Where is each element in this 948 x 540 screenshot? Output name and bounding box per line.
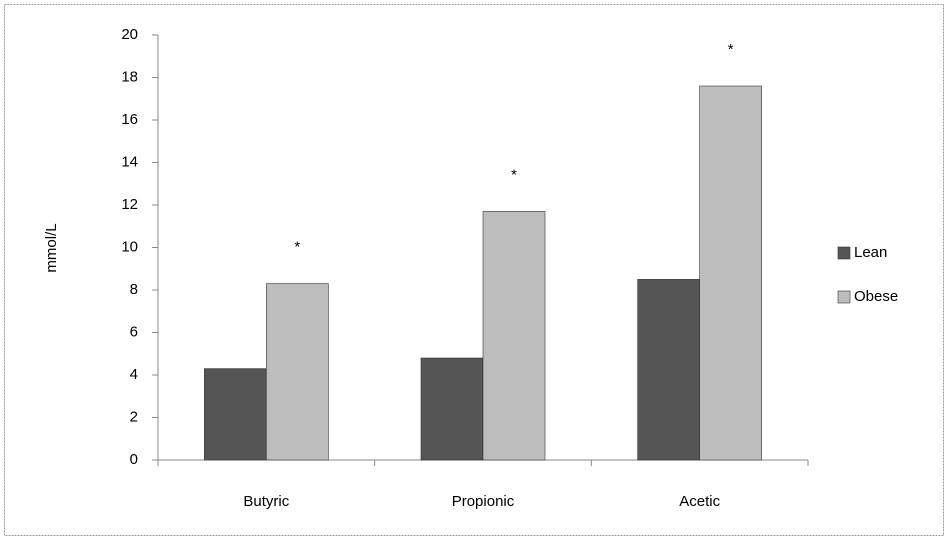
bar [204,368,267,461]
y-tick-label: 6 [130,323,138,340]
x-tick-label: Propionic [452,493,515,510]
y-tick-label: 2 [130,408,138,425]
bar [637,279,700,461]
annotation: * [511,166,517,183]
y-tick-label: 20 [121,26,138,43]
annotation: * [728,41,734,58]
y-tick-label: 8 [130,281,138,298]
legend-swatch [837,290,851,304]
annotation: * [294,239,300,256]
y-tick-label: 0 [130,451,138,468]
y-tick-label: 4 [130,366,138,383]
bar [699,85,762,461]
x-tick-label: Acetic [679,493,720,510]
legend-label: Lean [854,244,887,261]
y-tick-label: 14 [121,153,138,170]
legend-swatch [837,246,851,260]
y-axis-label: mmol/L [43,223,60,272]
bar [482,211,546,461]
y-tick-label: 12 [121,196,138,213]
legend-label: Obese [854,288,898,305]
y-tick-label: 18 [121,68,138,85]
y-tick-label: 16 [121,111,138,128]
bar [420,357,484,461]
y-tick-label: 10 [121,238,138,255]
x-tick-label: Butyric [243,493,289,510]
bar [266,283,329,461]
